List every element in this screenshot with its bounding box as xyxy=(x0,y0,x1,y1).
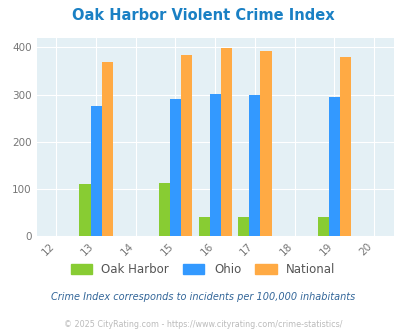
Bar xyxy=(79,184,90,236)
Bar xyxy=(181,55,192,236)
Bar xyxy=(101,62,113,236)
Bar xyxy=(260,51,271,236)
Bar xyxy=(170,99,181,236)
Bar xyxy=(198,217,209,236)
Legend: Oak Harbor, Ohio, National: Oak Harbor, Ohio, National xyxy=(66,258,339,281)
Bar xyxy=(220,48,231,236)
Text: Crime Index corresponds to incidents per 100,000 inhabitants: Crime Index corresponds to incidents per… xyxy=(51,292,354,302)
Bar xyxy=(339,57,350,236)
Bar xyxy=(90,106,101,236)
Bar xyxy=(328,97,339,236)
Bar xyxy=(209,94,220,236)
Text: © 2025 CityRating.com - https://www.cityrating.com/crime-statistics/: © 2025 CityRating.com - https://www.city… xyxy=(64,320,341,329)
Bar xyxy=(249,94,260,236)
Bar xyxy=(317,217,328,236)
Bar xyxy=(158,183,170,236)
Text: Oak Harbor Violent Crime Index: Oak Harbor Violent Crime Index xyxy=(72,8,333,23)
Bar xyxy=(238,217,249,236)
